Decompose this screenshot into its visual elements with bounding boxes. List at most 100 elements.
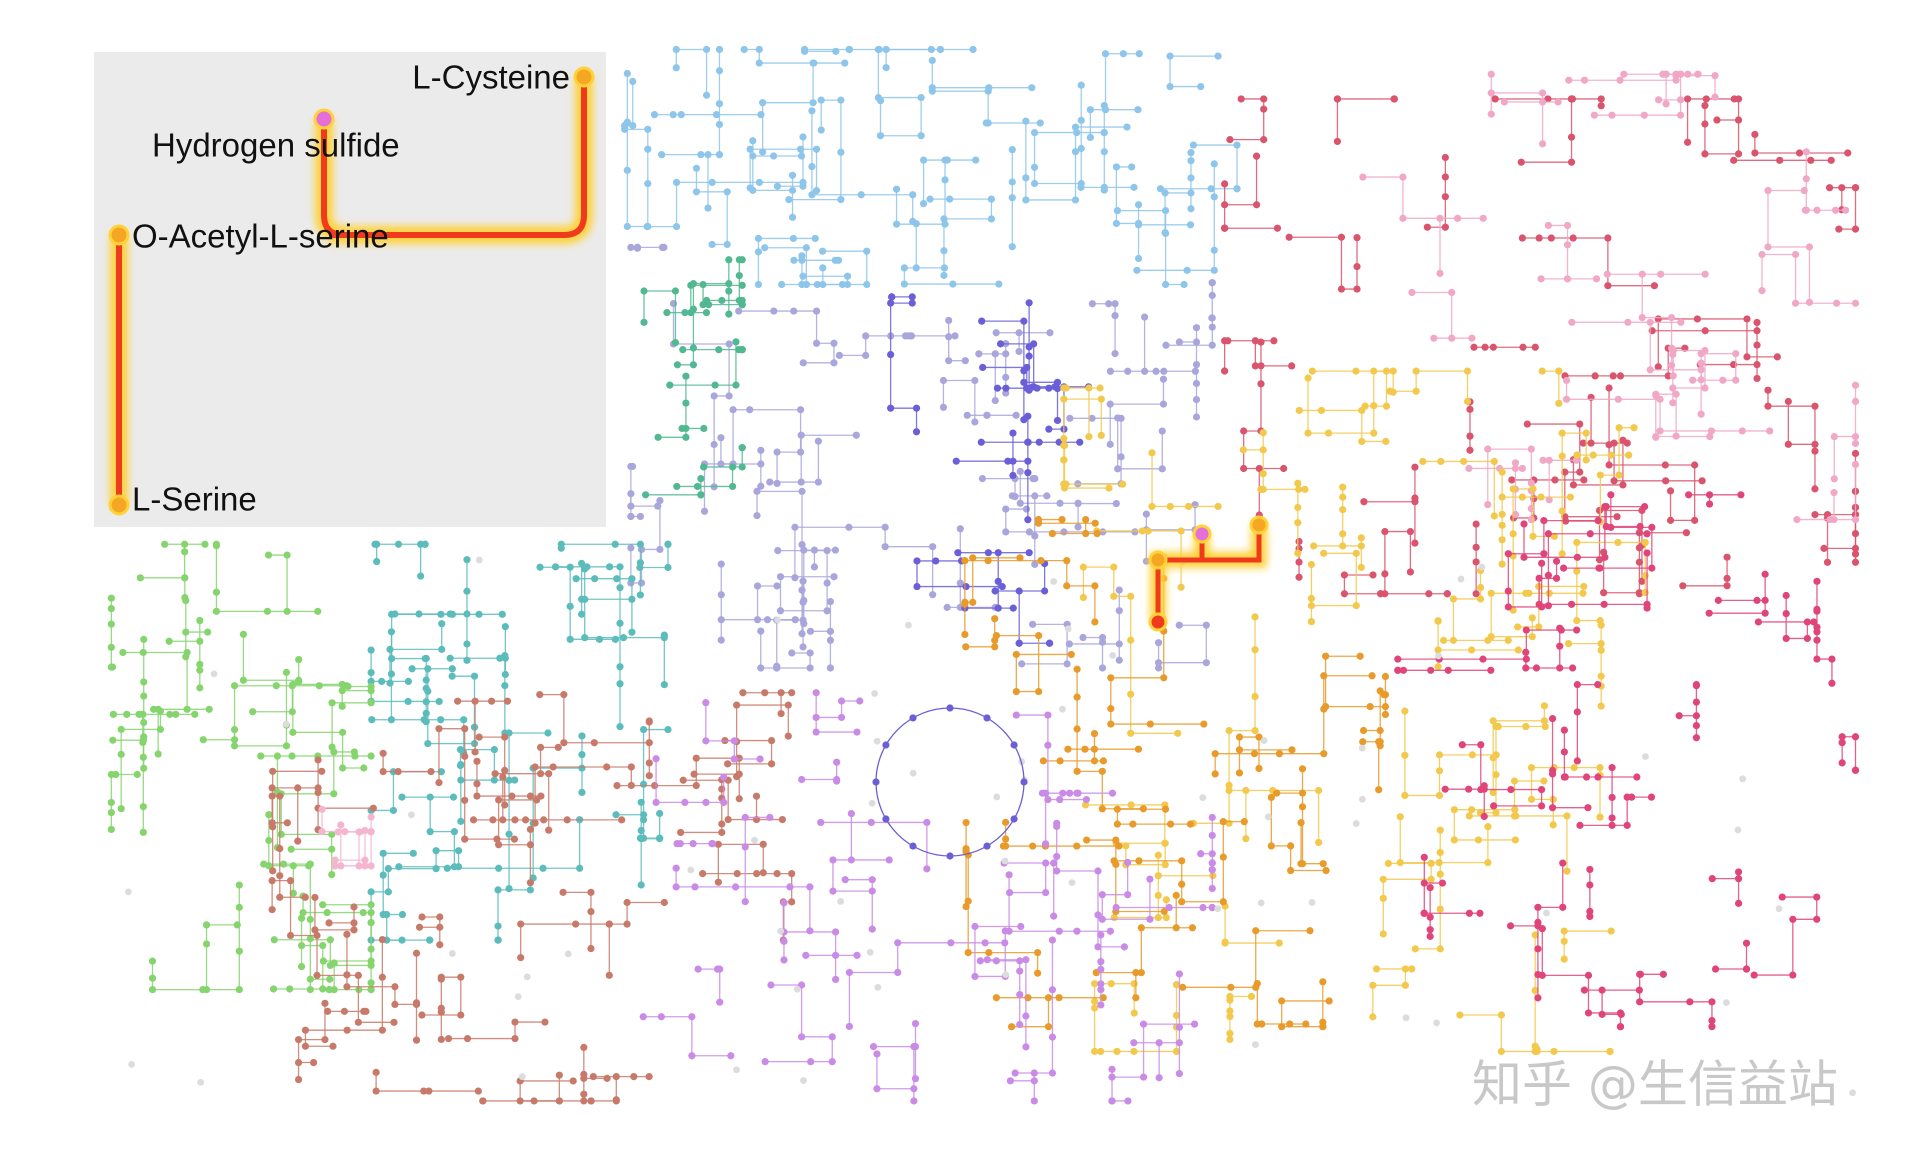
compound-node	[1677, 318, 1685, 326]
compound-node	[1159, 375, 1168, 383]
compound-node	[1436, 905, 1444, 913]
compound-node	[128, 1060, 135, 1068]
compound-node	[800, 1077, 807, 1084]
compound-node	[517, 920, 525, 928]
node-label: L-Serine	[132, 481, 257, 518]
compound-node	[1174, 729, 1182, 737]
compound-node	[235, 947, 243, 955]
compound-node	[943, 603, 951, 611]
compound-node	[1608, 793, 1616, 802]
pathway-line	[1165, 282, 1213, 346]
compound-node	[1773, 353, 1781, 361]
compound-node	[1161, 189, 1169, 197]
compound-node	[687, 281, 695, 289]
compound-node	[1002, 505, 1010, 513]
compound-node	[367, 682, 375, 691]
compound-node	[1175, 1023, 1183, 1031]
compound-node	[1507, 785, 1515, 794]
compound-node	[1851, 225, 1860, 233]
compound-node	[379, 749, 387, 757]
compound-node	[1643, 549, 1651, 557]
compound-node	[1608, 814, 1616, 822]
compound-node	[1008, 492, 1016, 500]
compound-node	[791, 616, 799, 624]
highlight-node	[1192, 524, 1212, 544]
compound-node	[1638, 270, 1646, 278]
compound-node	[971, 418, 979, 426]
compound-node	[1438, 879, 1447, 887]
compound-node	[644, 222, 652, 231]
compound-node	[1260, 737, 1268, 744]
compound-node	[1172, 981, 1181, 989]
compound-node	[797, 478, 805, 486]
compound-node	[1701, 270, 1709, 278]
compound-node	[1097, 985, 1105, 994]
pathway-line	[769, 434, 857, 483]
compound-node	[1376, 742, 1384, 750]
compound-node	[1813, 893, 1821, 901]
inset-path	[116, 77, 587, 505]
compound-node	[1851, 515, 1860, 524]
compound-node	[1708, 875, 1716, 883]
pathway-line	[1686, 98, 1735, 143]
compound-node	[1554, 98, 1562, 106]
compound-node	[961, 357, 969, 365]
compound-node	[954, 549, 962, 557]
compound-node	[984, 549, 992, 557]
compound-node	[1556, 664, 1564, 672]
compound-node	[426, 936, 434, 944]
compound-node	[714, 840, 722, 848]
compound-node	[977, 438, 985, 446]
compound-node	[1522, 626, 1530, 634]
compound-node	[1187, 149, 1195, 157]
compound-node	[928, 84, 936, 92]
compound-node	[148, 957, 157, 965]
compound-node	[984, 557, 992, 565]
inset-node	[573, 66, 595, 88]
compound-node	[1002, 528, 1010, 536]
compound-node	[1322, 702, 1330, 711]
compound-node	[139, 648, 147, 657]
compound-node	[1567, 133, 1576, 141]
compound-node	[702, 91, 711, 99]
compound-node	[268, 784, 276, 792]
compound-node	[1210, 193, 1218, 201]
compound-node	[1141, 367, 1149, 375]
compound-node	[1498, 536, 1506, 544]
compound-node	[693, 482, 702, 491]
compound-node	[1590, 111, 1598, 119]
compound-node	[1548, 714, 1557, 723]
compound-node	[666, 381, 674, 389]
compound-node	[454, 697, 462, 705]
compound-node	[1394, 666, 1402, 674]
compound-node	[1500, 98, 1508, 106]
compound-node	[1221, 201, 1229, 209]
compound-node	[1091, 618, 1099, 626]
compound-node	[1544, 602, 1552, 610]
compound-node	[1060, 484, 1069, 492]
compound-node	[1586, 881, 1594, 889]
pathway-line	[1712, 871, 1740, 904]
compound-node	[422, 684, 430, 693]
compound-node	[321, 1036, 329, 1044]
compound-node	[1498, 510, 1506, 518]
compound-node	[1531, 931, 1539, 939]
compound-node	[1160, 367, 1168, 375]
compound-node	[1608, 111, 1616, 119]
pathway-line	[1063, 387, 1101, 437]
compound-node	[1097, 431, 1105, 440]
compound-node	[1470, 343, 1478, 351]
compound-node	[682, 399, 690, 407]
compound-node	[457, 776, 465, 784]
compound-node	[514, 993, 522, 1000]
compound-node	[1669, 372, 1677, 380]
pathway-line	[1561, 432, 1587, 554]
pathway-line	[1043, 733, 1139, 762]
compound-node	[1692, 698, 1701, 706]
pathway-line	[903, 223, 999, 285]
compound-node	[1504, 587, 1512, 595]
compound-node	[730, 737, 738, 745]
compound-node	[1022, 174, 1030, 182]
compound-node	[450, 828, 458, 836]
pathway-line	[370, 650, 440, 703]
